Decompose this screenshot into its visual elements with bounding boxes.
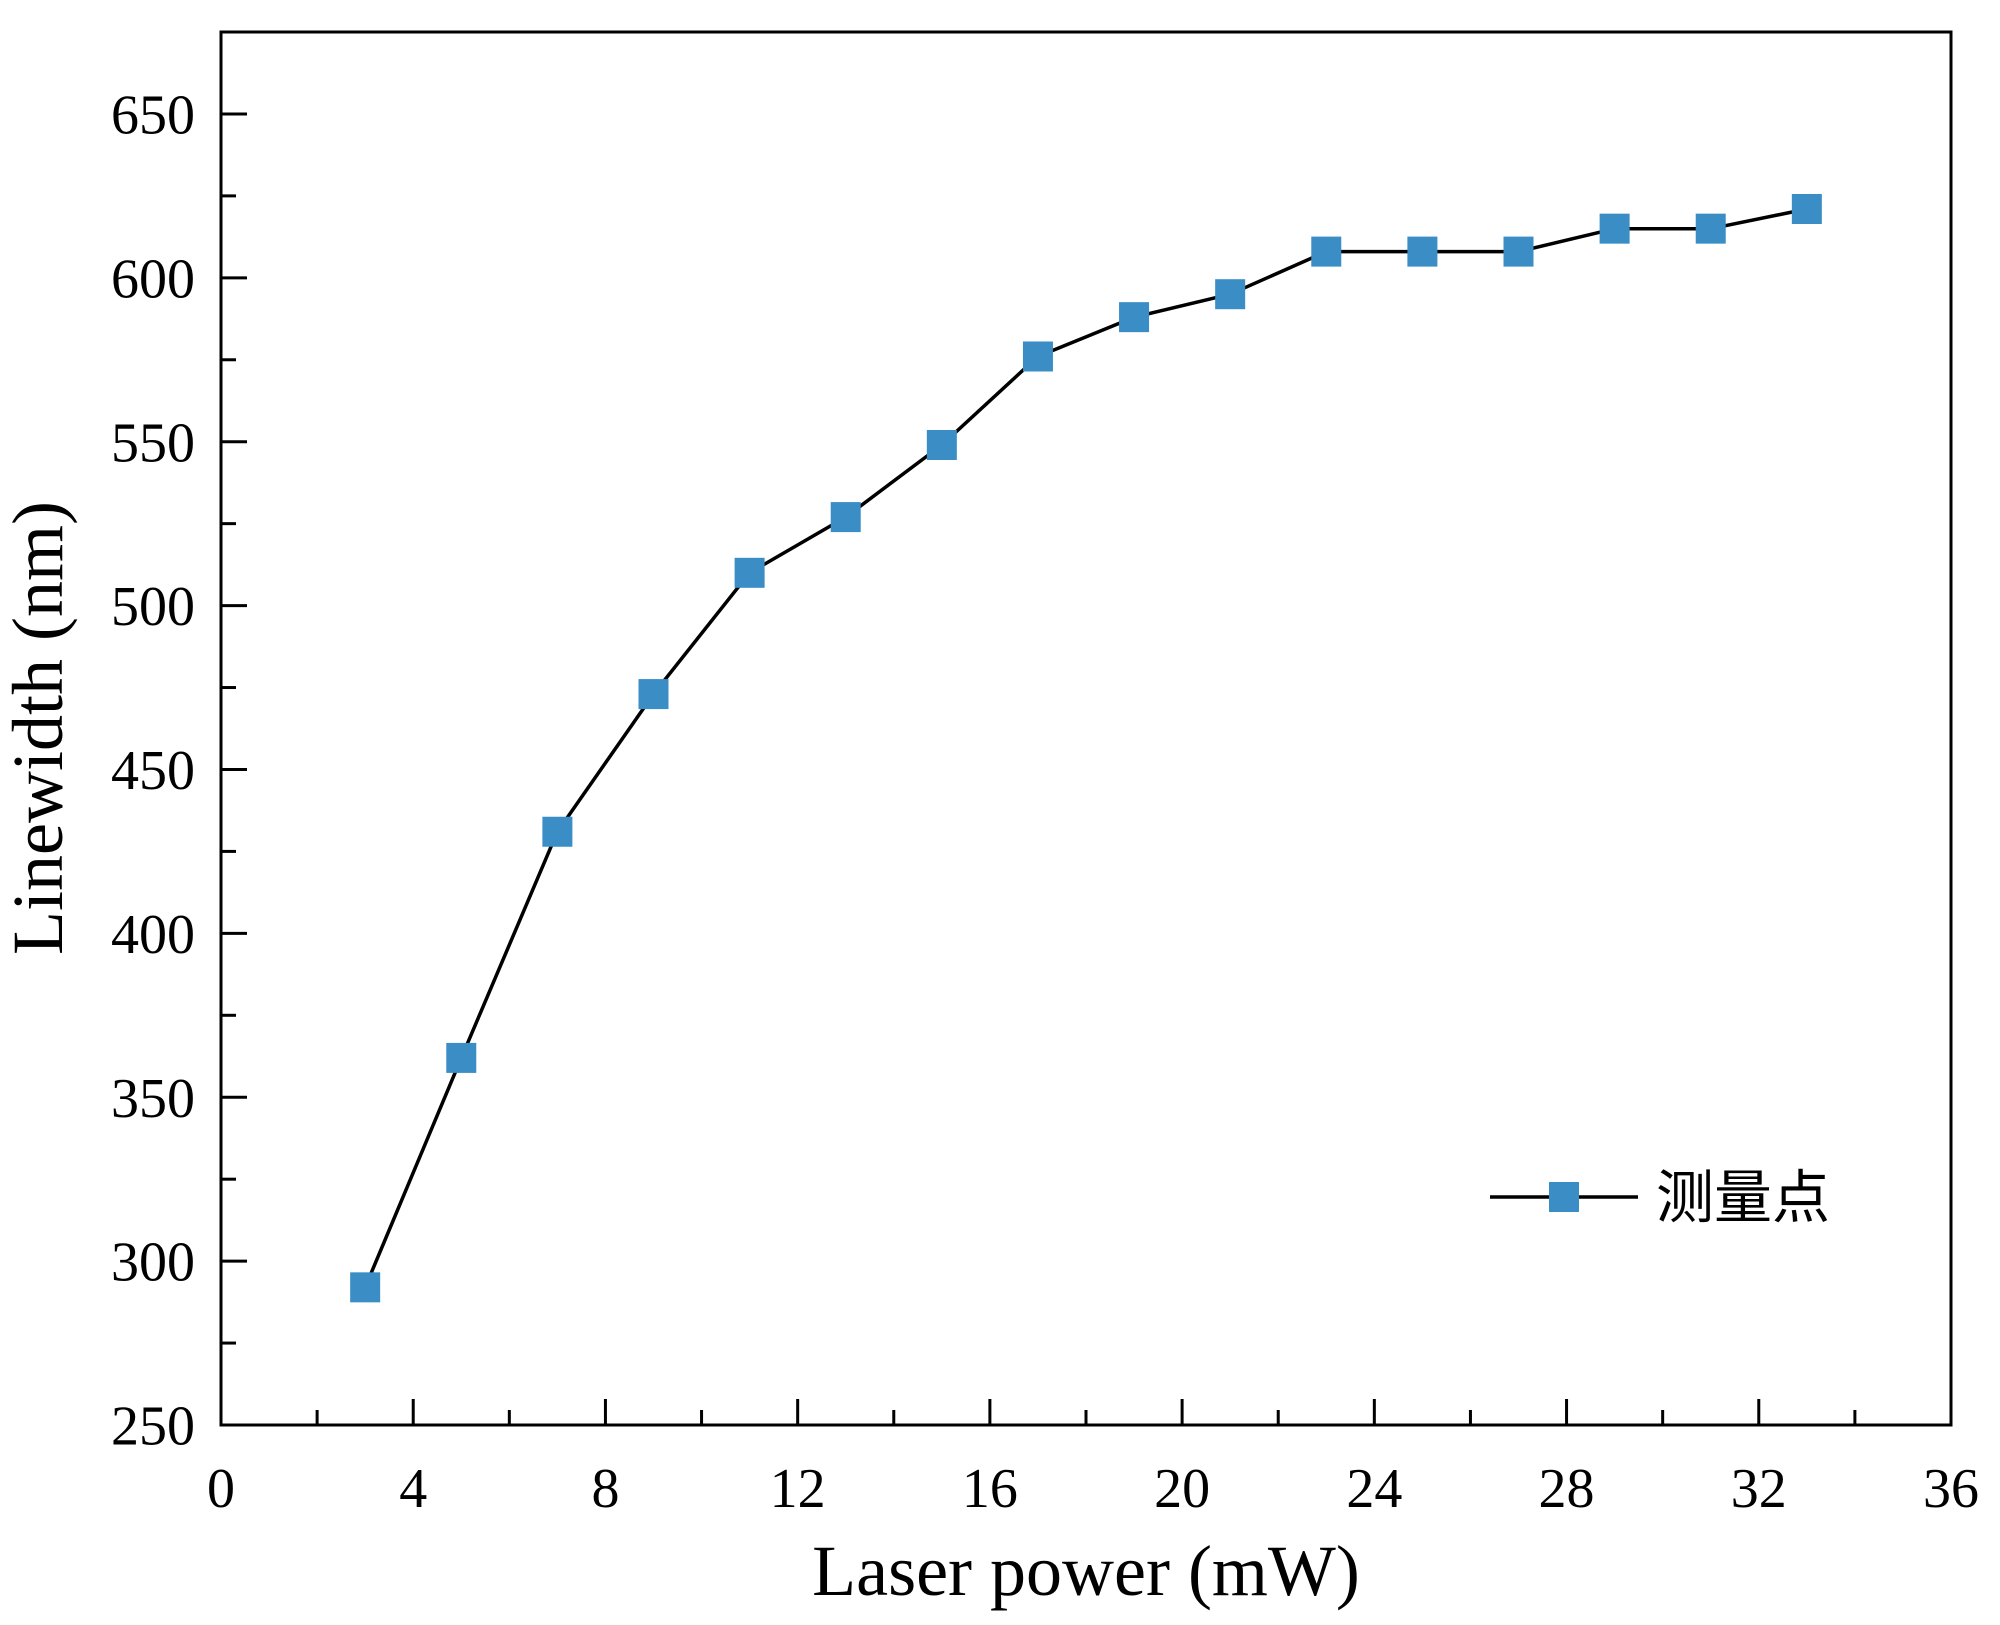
data-point-3 <box>350 1272 381 1303</box>
y-tick-label-600: 600 <box>111 248 195 310</box>
axis-ticks <box>219 112 1953 1427</box>
y-tick-label-300: 300 <box>111 1232 195 1294</box>
series-line-0 <box>363 207 1808 1288</box>
data-point-31 <box>1695 213 1726 244</box>
data-point-5 <box>446 1042 477 1073</box>
series-group <box>350 193 1822 1303</box>
legend-marker <box>1549 1182 1579 1212</box>
x-tick-label-0: 0 <box>207 1458 235 1520</box>
data-point-23 <box>1311 236 1342 267</box>
x-axis-title: Laser power (mW) <box>812 1531 1360 1611</box>
y-tick-label-350: 350 <box>111 1068 195 1130</box>
legend: 测量点 <box>1490 1163 1830 1231</box>
y-tick-label-250: 250 <box>111 1396 195 1458</box>
legend-label: 测量点 <box>1656 1163 1830 1231</box>
x-tick-label-8: 8 <box>591 1458 619 1520</box>
data-point-15 <box>926 429 957 460</box>
data-point-33 <box>1791 193 1822 224</box>
data-point-13 <box>830 502 861 533</box>
x-tick-label-36: 36 <box>1923 1458 1979 1520</box>
data-point-7 <box>542 816 573 847</box>
axis-tick-labels: 0 4 8 12 16 20 24 28 32 36 250 300 350 400 450 500 550 60… <box>111 85 1979 1520</box>
data-point-17 <box>1022 341 1053 372</box>
plot-frame <box>219 30 1953 1427</box>
y-tick-label-450: 450 <box>111 740 195 802</box>
data-point-27 <box>1503 236 1534 267</box>
y-tick-label-400: 400 <box>111 904 195 966</box>
x-tick-label-12: 12 <box>770 1458 826 1520</box>
data-point-21 <box>1215 279 1246 310</box>
data-point-19 <box>1119 302 1150 333</box>
y-tick-label-500: 500 <box>111 576 195 638</box>
x-tick-label-24: 24 <box>1346 1458 1402 1520</box>
data-point-9 <box>638 679 669 710</box>
y-tick-label-650: 650 <box>111 85 195 147</box>
x-tick-label-28: 28 <box>1539 1458 1595 1520</box>
x-tick-label-32: 32 <box>1731 1458 1787 1520</box>
x-tick-label-20: 20 <box>1154 1458 1210 1520</box>
data-point-29 <box>1599 213 1630 244</box>
y-axis-title: Linewidth (nm) <box>0 501 78 955</box>
data-point-11 <box>734 557 765 588</box>
y-tick-label-550: 550 <box>111 412 195 474</box>
data-point-25 <box>1407 236 1438 267</box>
x-tick-label-16: 16 <box>962 1458 1018 1520</box>
x-tick-label-4: 4 <box>399 1458 427 1520</box>
